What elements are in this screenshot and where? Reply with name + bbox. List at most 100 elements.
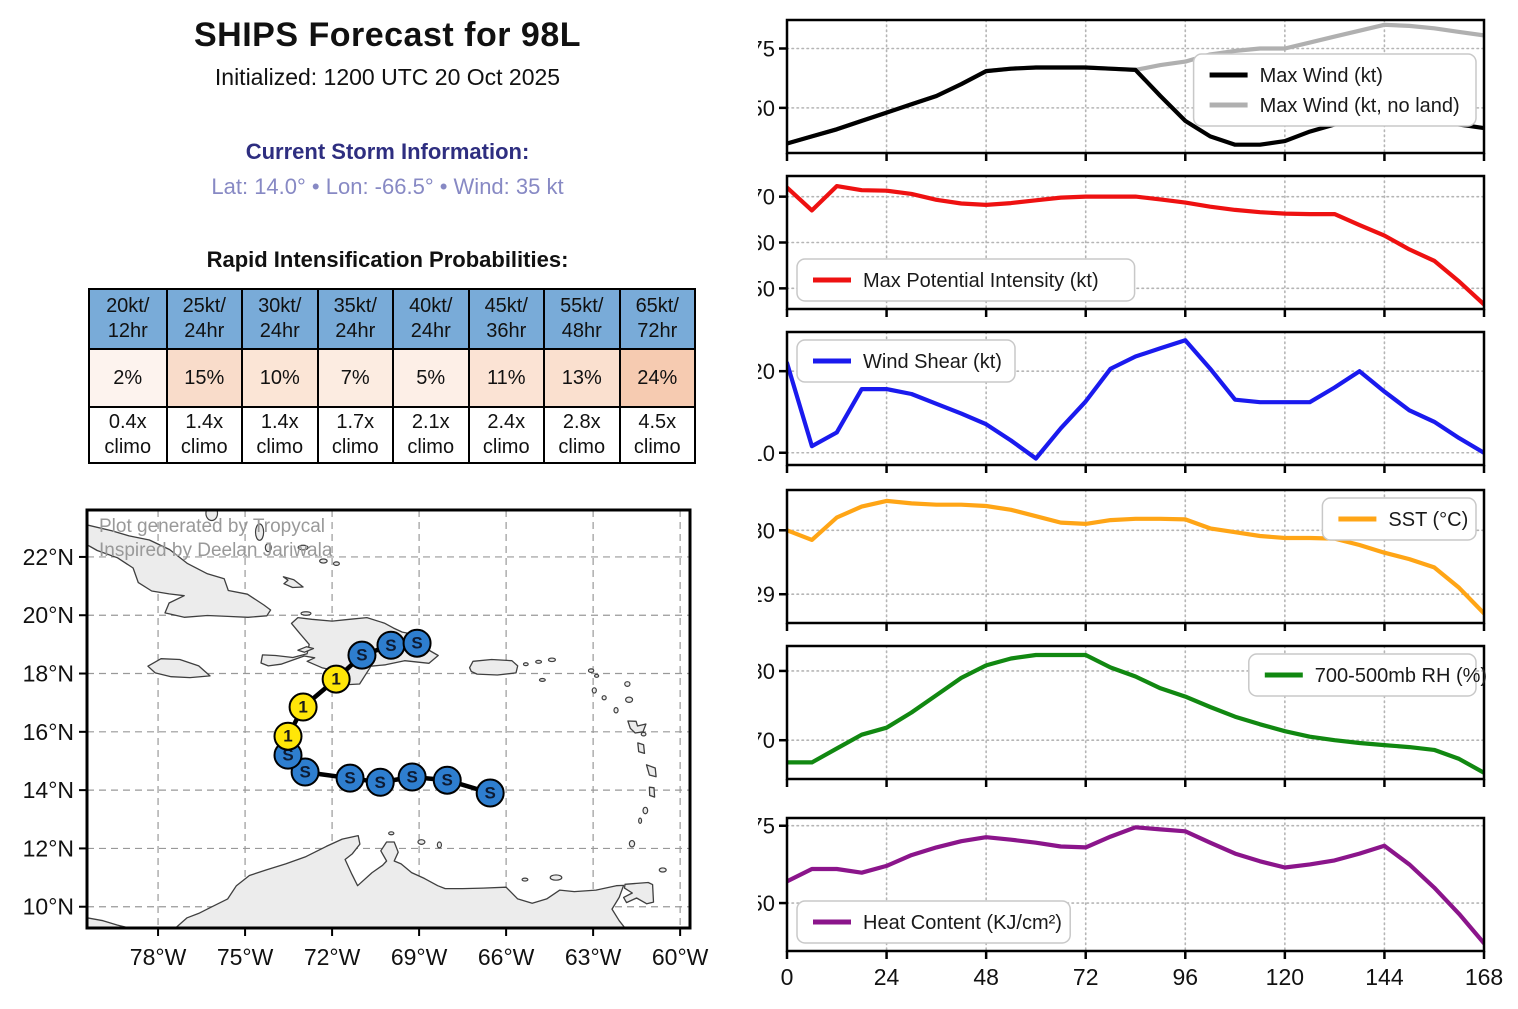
ri-header-cell: 55kt/ 48hr <box>543 290 619 348</box>
map-xtick-label: 78°W <box>130 944 187 970</box>
track-marker-1 <box>321 664 351 694</box>
chart-ytick-label: 150 <box>758 276 775 301</box>
chart-xtick-label: 168 <box>1465 964 1503 990</box>
track-marker-label: S <box>385 636 396 655</box>
ships-charts-svg: 50 75 Max Wind (kt) Max Wind (kt, no land) 1… <box>738 18 1503 990</box>
ri-header-cell: 30kt/ 24hr <box>241 290 317 348</box>
track-marker-label: S <box>442 771 453 790</box>
track-marker-S <box>475 778 505 808</box>
ri-prob-cell: 10% <box>241 348 317 406</box>
map-watermark: Plot generated by Tropycal <box>99 516 325 537</box>
chart-ytick-label: 50 <box>758 891 775 916</box>
storm-info-heading: Current Storm Information: <box>245 139 530 164</box>
islet <box>264 542 272 553</box>
chart-ytick-label: 30 <box>758 518 775 543</box>
islet <box>297 544 309 551</box>
chart-ytick-label: 160 <box>758 231 775 256</box>
map-ytick-label: 16°N <box>23 719 74 745</box>
islet <box>300 611 312 616</box>
land-cuba <box>87 524 272 618</box>
legend-max-wind: Max Wind (kt) Max Wind (kt, no land) <box>1192 53 1477 127</box>
chart-frame <box>785 816 1486 953</box>
map-ytick-label: 18°N <box>23 661 74 687</box>
chart-ytick-label: 75 <box>758 814 775 839</box>
chart-ytick-label: 75 <box>758 37 775 62</box>
chart-frame <box>785 488 1486 625</box>
track-marker-S <box>347 640 377 670</box>
track-marker-S <box>335 763 365 793</box>
legend-box <box>796 339 1016 383</box>
ri-header-cell: 20kt/ 12hr <box>90 290 166 348</box>
track-marker-label: S <box>375 773 386 792</box>
land-jamaica <box>147 658 211 679</box>
track-marker-S <box>365 767 395 797</box>
chart-ytick-label: 50 <box>758 96 775 121</box>
track-marker-label: S <box>411 634 422 653</box>
legend-box <box>1321 497 1477 541</box>
islet <box>658 867 667 873</box>
ri-header-cell: 65kt/ 72hr <box>618 290 694 348</box>
islet <box>591 687 597 694</box>
track-marker-S <box>402 628 432 658</box>
series-line-wind-shear-0 <box>787 338 1484 461</box>
series-line-max-potential-intensity-0 <box>787 184 1484 307</box>
islet <box>601 695 607 701</box>
legend-rh-700-500mb: 700-500mb RH (%) <box>1248 653 1487 697</box>
legend-label: Heat Content (KJ/cm²) <box>863 912 1062 934</box>
land-guadeloupe <box>627 720 647 734</box>
track-marker-1 <box>288 692 318 722</box>
ri-header-cell: 25kt/ 24hr <box>165 290 241 348</box>
islet <box>254 523 265 541</box>
ships-charts: 50 75 Max Wind (kt) Max Wind (kt, no land) 1… <box>738 0 1518 1004</box>
land-st-lucia <box>648 786 656 798</box>
islet <box>319 558 328 564</box>
chart-frame <box>785 18 1486 155</box>
track-marker-label: S <box>344 769 355 788</box>
chart-ytick-label: 70 <box>758 728 775 753</box>
chart-xtick-label: 0 <box>781 964 794 990</box>
islet <box>549 874 563 881</box>
chart-xtick-label: 144 <box>1365 964 1404 990</box>
islet <box>642 806 649 815</box>
land-puerto-rico <box>468 658 519 676</box>
chart-ytick-label: 170 <box>758 185 775 210</box>
legend-box <box>796 258 1136 302</box>
chart-ytick-label: 10 <box>758 441 775 466</box>
storm-info-details: Lat: 14.0° • Lon: -66.5° • Wind: 35 kt <box>211 174 564 199</box>
chart-xtick-label: 96 <box>1172 964 1198 990</box>
legend-wind-shear: Wind Shear (kt) <box>796 339 1016 383</box>
legend-label: Wind Shear (kt) <box>863 351 1002 373</box>
track-marker-label: 1 <box>283 727 292 746</box>
ri-header-cell: 40kt/ 24hr <box>392 290 468 348</box>
ri-probabilities-table: 20kt/ 12hr 25kt/ 24hr 30kt/ 24hr 35kt/ 24hr… <box>88 288 696 464</box>
track-marker-S <box>432 765 462 795</box>
chart-ytick-label: 29 <box>758 582 775 607</box>
left-pane: SHIPS Forecast for 98L Initialized: 1200… <box>0 16 740 1004</box>
islet <box>638 817 643 824</box>
land-martinique <box>645 764 657 778</box>
ri-prob-cell: 11% <box>467 348 543 406</box>
map-content: Plot generated by Tropycal Inspired by De… <box>87 510 690 928</box>
map-ytick-label: 12°N <box>23 835 74 861</box>
track-marker-label: S <box>299 763 310 782</box>
panel-wind-shear: 10 20 Wind Shear (kt) <box>751 330 1486 473</box>
map-xtick-label: 69°W <box>391 944 448 970</box>
legend-label: Max Potential Intensity (kt) <box>863 270 1099 292</box>
track-map: Plot generated by Tropycal Inspired by De… <box>0 495 740 1004</box>
ri-table-heading: Rapid Intensification Probabilities: <box>206 247 569 272</box>
track-marker-label: S <box>282 746 293 765</box>
map-xtick-label: 75°W <box>217 944 274 970</box>
chart-xtick-label: 72 <box>1073 964 1099 990</box>
legend-label: Max Wind (kt) <box>1260 65 1383 87</box>
init-time: Initialized: 1200 UTC 20 Oct 2025 <box>214 64 561 90</box>
map-ytick-label: 14°N <box>23 777 74 803</box>
legend-label: Max Wind (kt, no land) <box>1260 95 1460 117</box>
chart-xtick-label: 120 <box>1266 964 1304 990</box>
map-ytick-label: 10°N <box>23 894 74 920</box>
map-watermark: Inspired by Deelan Jariwala <box>99 540 333 561</box>
page-title: SHIPS Forecast for 98L <box>193 16 581 54</box>
track-marker-label: S <box>484 784 495 803</box>
ri-climo-cell: 2.4x climo <box>467 406 543 462</box>
islet <box>522 662 529 667</box>
ri-prob-cell: 5% <box>392 348 468 406</box>
